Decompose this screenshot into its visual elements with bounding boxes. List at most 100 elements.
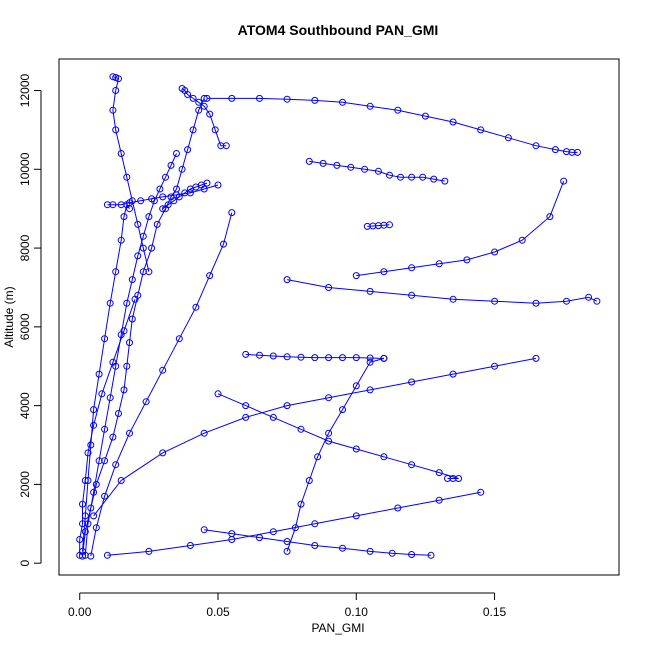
series-group [178,85,230,150]
data-point [186,542,194,549]
data-point [366,354,374,362]
data-point [153,220,161,228]
data-point [283,95,291,103]
data-point [120,386,128,394]
data-point [297,425,305,433]
data-point [117,150,125,157]
data-point [98,390,106,398]
data-point [325,437,333,445]
data-point [87,504,95,512]
data-point [593,297,601,305]
data-point [269,528,277,536]
data-point [546,213,554,221]
series-group [203,94,581,156]
data-point [477,126,485,134]
data-point [101,425,109,433]
data-layer [76,73,601,560]
data-point [109,433,117,441]
data-point [491,248,499,256]
data-point [283,402,291,410]
data-point [256,351,263,359]
series-group [283,276,601,307]
x-axis: 0.00 0.05 0.10 0.15 [68,592,507,619]
series-line [204,529,432,556]
data-point [90,488,98,496]
data-point [84,449,92,457]
plot-frame [58,58,620,576]
data-point [430,175,438,183]
series-line [82,98,205,557]
data-point [200,526,208,534]
data-point [90,512,98,520]
data-point [126,339,133,347]
series-line [367,224,390,227]
data-point [76,536,84,543]
data-point [115,410,122,417]
data-point [339,544,346,552]
data-point [532,142,540,150]
data-point [339,406,346,414]
y-tick-label: 6000 [18,313,32,340]
data-point [181,189,189,197]
data-point [159,205,167,213]
series-group [159,179,211,213]
data-point [435,469,443,477]
series-group [90,354,540,520]
data-point [126,429,133,437]
y-tick-label: 12000 [18,74,32,108]
data-point [112,126,120,134]
data-point [242,402,250,410]
data-point [134,252,142,260]
series-group [363,221,393,230]
data-point [81,528,89,536]
series-group [283,354,388,555]
series-line [245,353,384,359]
data-point [126,199,133,207]
data-point [189,94,197,102]
data-point [366,547,374,555]
data-point [352,445,360,453]
data-point [386,171,393,179]
data-point [374,167,382,175]
data-point [173,150,180,157]
data-point [90,421,98,429]
data-point [339,354,346,362]
data-point [311,96,319,104]
data-point [305,477,313,484]
data-point [128,315,136,323]
series-line [356,180,565,277]
series-line [287,279,598,304]
data-point [109,106,117,114]
series-group [352,177,568,280]
data-point [214,390,222,398]
data-point [222,142,230,150]
data-point [551,146,559,154]
data-point [81,477,89,484]
data-point [139,244,147,252]
data-point [189,126,197,134]
data-point [167,161,175,169]
data-point [325,394,333,402]
data-point [408,291,416,299]
data-point [585,293,593,301]
data-point [112,87,120,94]
data-point [455,475,463,482]
series-group [214,390,463,482]
data-point [574,148,581,156]
series-group [81,150,180,559]
data-point [325,284,333,291]
data-point [408,551,416,558]
y-axis: 0 2000 4000 6000 8000 10000 12000 [18,74,42,567]
data-point [128,276,136,284]
data-point [195,106,203,114]
series-line [286,357,385,552]
y-tick-label: 2000 [18,471,32,498]
data-point [145,547,153,555]
data-point [112,461,120,469]
data-point [159,366,167,374]
data-point [352,354,360,362]
data-point [532,354,540,362]
data-point [214,181,222,189]
data-point [408,378,416,386]
data-point [200,102,208,110]
